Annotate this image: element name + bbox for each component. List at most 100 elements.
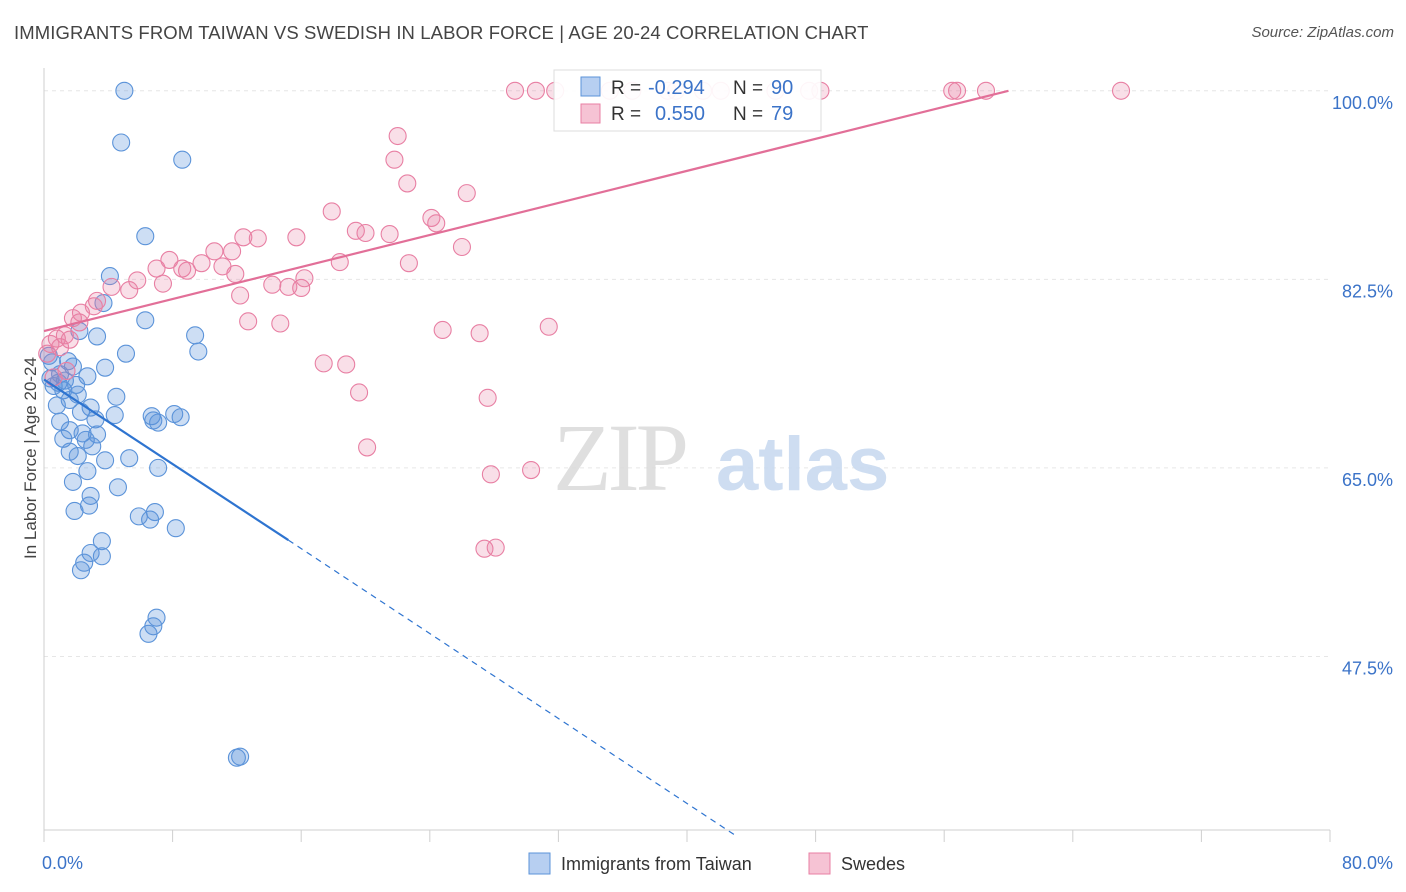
data-point [136, 311, 155, 330]
trendline-taiwan [43, 378, 289, 541]
watermark-text: atlas [716, 422, 889, 507]
data-point [83, 437, 102, 456]
data-point [63, 472, 82, 491]
data-point [87, 425, 107, 444]
data-point [178, 261, 197, 280]
data-point [279, 277, 298, 296]
stats-r-value-swedes: 0.550 [655, 103, 705, 125]
data-point [44, 368, 63, 387]
stats-n-value-taiwan: 90 [771, 77, 793, 99]
series-immigrants-from-taiwan [39, 81, 250, 767]
data-point [78, 462, 97, 481]
data-point [96, 358, 115, 377]
data-point [171, 408, 190, 427]
stats-legend: R = -0.294 N = 90 R = 0.550 N = 79 [553, 69, 822, 132]
data-point [226, 264, 245, 283]
x-ticks [43, 830, 1331, 842]
data-point [189, 342, 208, 361]
data-point [107, 387, 126, 406]
data-point [263, 275, 282, 294]
stats-n-label-swedes: N = [733, 104, 763, 125]
gridlines [44, 90, 1330, 657]
data-point [427, 214, 446, 233]
data-point [141, 510, 160, 529]
data-point [475, 539, 494, 558]
data-point [248, 229, 267, 248]
data-point [522, 460, 541, 480]
data-point [452, 237, 472, 257]
data-point [87, 291, 107, 310]
data-point [388, 126, 407, 146]
data-point [192, 254, 211, 273]
stats-swatch-swedes [580, 103, 601, 124]
data-point [478, 388, 497, 407]
data-point [112, 133, 131, 152]
data-point [322, 202, 341, 221]
data-point [1111, 81, 1131, 100]
data-point [116, 344, 136, 363]
data-point [398, 174, 417, 193]
data-point [227, 748, 246, 767]
data-point [96, 451, 115, 470]
legend-swatch-taiwan [528, 852, 551, 875]
data-point [149, 458, 168, 477]
data-point [231, 286, 250, 305]
data-point [120, 449, 139, 468]
legend-label-taiwan: Immigrants from Taiwan [561, 854, 752, 874]
data-point [136, 227, 155, 246]
data-point [433, 320, 452, 340]
stats-r-label-taiwan: R = [611, 78, 641, 99]
data-point [505, 81, 525, 100]
data-point [358, 438, 377, 457]
y-tick-label: 65.0% [1342, 470, 1393, 490]
trendline-swedes [43, 89, 1009, 333]
data-point [120, 281, 139, 300]
data-point [47, 396, 66, 415]
x-tick-label-max: 80.0% [1342, 853, 1393, 873]
data-point [385, 150, 404, 169]
stats-swatch-taiwan [580, 76, 601, 97]
data-point [76, 430, 95, 449]
data-point [60, 330, 79, 349]
y-axis-label: In Labor Force | Age 20-24 [21, 357, 40, 559]
data-point [68, 446, 87, 466]
data-point [223, 242, 242, 261]
data-point [356, 223, 375, 243]
stats-r-value-taiwan: -0.294 [648, 77, 705, 99]
trendline-taiwan-extension [288, 539, 736, 836]
stats-r-label-swedes: R = [611, 104, 641, 125]
y-tick-label: 100.0% [1332, 93, 1393, 113]
data-point [41, 334, 60, 354]
y-tick-label: 82.5% [1342, 281, 1393, 301]
chart-title: IMMIGRANTS FROM TAIWAN VS SWEDISH IN LAB… [14, 22, 869, 43]
data-point [239, 312, 258, 331]
series-swedes [38, 81, 1131, 558]
data-point [470, 324, 489, 343]
data-point [422, 208, 441, 227]
data-point [399, 254, 418, 273]
stats-n-label-taiwan: N = [733, 78, 763, 99]
data-point [271, 314, 290, 333]
data-point [38, 344, 57, 363]
y-tick-labels: 47.5% 65.0% 82.5% 100.0% [1332, 93, 1393, 679]
data-point [60, 442, 79, 461]
data-point [314, 354, 333, 373]
data-point [71, 561, 91, 580]
data-point [139, 624, 158, 643]
data-point [65, 501, 84, 521]
chart-source: Source: ZipAtlas.com [1251, 24, 1394, 41]
data-point [108, 478, 127, 497]
data-point [481, 465, 500, 484]
data-point [92, 532, 111, 551]
data-point [149, 413, 168, 432]
data-point [92, 547, 111, 566]
legend-swatch-swedes [808, 852, 831, 875]
data-point [186, 326, 205, 345]
data-point [105, 406, 124, 425]
data-point [166, 519, 185, 538]
x-tick-label-min: 0.0% [42, 853, 83, 873]
data-point [81, 543, 100, 563]
data-point [350, 383, 369, 402]
data-point [287, 228, 306, 247]
